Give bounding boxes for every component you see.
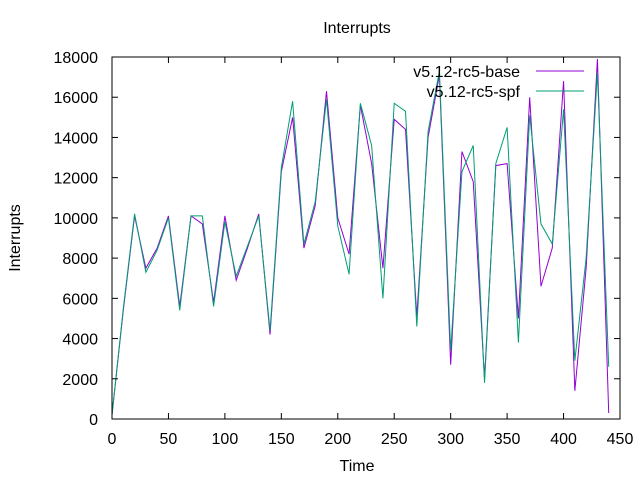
series-line-spf — [111, 70, 610, 416]
x-tick-label: 300 — [437, 431, 464, 448]
y-axis: 0 2000 4000 6000 8000 10000 12000 14000 16000 180… — [54, 50, 620, 429]
x-tick-label: 50 — [160, 431, 178, 448]
x-tick-label: 150 — [268, 431, 295, 448]
x-tick-label: 450 — [607, 431, 634, 448]
y-tick-label: 14000 — [54, 130, 99, 147]
plot-lines — [111, 58, 610, 416]
y-tick-label: 6000 — [62, 291, 98, 308]
x-tick-label: 400 — [550, 431, 577, 448]
x-tick-label: 0 — [108, 431, 117, 448]
series-line-base — [111, 58, 610, 416]
x-tick-label: 200 — [324, 431, 351, 448]
x-tick-label: 250 — [381, 431, 408, 448]
legend-label: v5.12-rc5-base — [413, 64, 520, 81]
y-tick-label: 18000 — [54, 50, 99, 67]
y-axis-label: Interrupts — [7, 204, 24, 272]
plot-frame — [111, 56, 621, 420]
x-tick-label: 100 — [212, 431, 239, 448]
x-tick-label: 350 — [494, 431, 521, 448]
legend-label: v5.12-rc5-spf — [427, 84, 521, 101]
x-axis: 0 50 100 150 200 250 300 350 400 450 — [108, 57, 634, 448]
x-axis-label: Time — [340, 458, 375, 475]
legend: v5.12-rc5-base v5.12-rc5-spf — [413, 64, 584, 101]
y-tick-label: 4000 — [62, 332, 98, 349]
y-tick-label: 8000 — [62, 251, 98, 268]
y-tick-label: 0 — [89, 412, 98, 429]
y-tick-label: 12000 — [54, 171, 99, 188]
y-tick-label: 10000 — [54, 211, 99, 228]
chart-title: Interrupts — [323, 20, 391, 37]
y-tick-label: 16000 — [54, 90, 99, 107]
y-tick-label: 2000 — [62, 372, 98, 389]
